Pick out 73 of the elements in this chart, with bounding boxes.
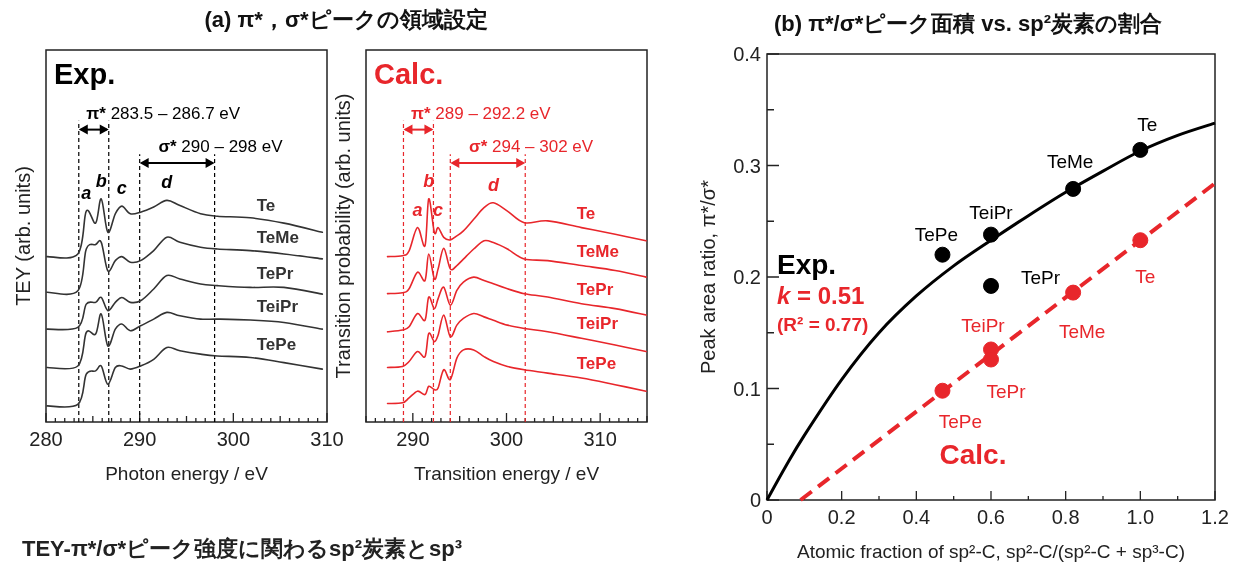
annotation: d: [487, 174, 500, 195]
point: [983, 277, 999, 294]
annotation: TeMe: [1058, 321, 1106, 343]
annotation: Te: [1137, 114, 1158, 136]
point: [983, 226, 999, 243]
point: [1065, 180, 1082, 197]
text: Calc.: [374, 58, 444, 90]
series-label: TePr: [256, 264, 294, 284]
annotation: b: [95, 170, 107, 191]
annotation: a: [412, 199, 423, 220]
x-tick-label: 290: [396, 428, 430, 450]
series-label: Te: [256, 195, 276, 215]
x-tick-label: 310: [310, 428, 344, 450]
chart-title: (a) π*，σ*ピークの領域設定: [204, 7, 488, 32]
y-tick-label: 0: [749, 489, 761, 511]
annotation: (R² = 0.77): [777, 314, 869, 335]
text: TEY-π*/σ*ピーク強度に関わるsp²炭素とsp³: [22, 536, 463, 561]
annotation: d: [161, 172, 174, 193]
annotation: TePe: [938, 411, 983, 433]
x-tick-label: 0.6: [977, 506, 1005, 528]
text: π* 283.5 – 286.7 eV: [86, 103, 241, 123]
x-tick-label: 0.4: [902, 506, 931, 528]
x-tick-label: 310: [583, 428, 617, 450]
y-axis-title: Transition probability (arb. units): [332, 93, 354, 379]
series-label: TeiPr: [256, 297, 299, 317]
x-tick-label: 0.8: [1051, 506, 1080, 528]
annotation: TePr: [986, 381, 1027, 403]
y-tick-label: 0.1: [733, 377, 761, 400]
series-label: Te: [576, 203, 596, 223]
series-label: TePr: [576, 279, 614, 299]
annotation: c: [433, 199, 444, 220]
annotation: TeiPr: [961, 314, 1006, 336]
x-axis-title: Transition energy / eV: [413, 463, 600, 484]
text: σ* 294 – 302 eV: [469, 137, 594, 157]
series-label: TeMe: [576, 241, 619, 261]
y-tick-label: 0.2: [733, 266, 761, 288]
series-label: TeiPr: [576, 314, 619, 334]
x-tick-label: 280: [29, 428, 63, 450]
series-label: TePe: [256, 335, 297, 355]
text: π* 289 – 292.2 eV: [410, 103, 552, 123]
annotation: TeMe: [1046, 151, 1094, 173]
y-axis-title: TEY (arb. units): [12, 166, 34, 306]
point: [1132, 232, 1149, 249]
x-tick-label: 1.0: [1126, 506, 1155, 528]
x-tick-label: 300: [489, 428, 524, 450]
series-label: TeMe: [256, 228, 299, 248]
x-axis-title: Atomic fraction of sp²-C, sp²-C/(sp²-C + sp³-C): [797, 541, 1185, 562]
annotation: Te: [1135, 265, 1156, 287]
x-axis-title: Photon energy / eV: [105, 463, 269, 484]
series-label: TePe: [576, 354, 617, 374]
annotation: TePr: [1021, 267, 1061, 289]
y-axis-title: Peak area ratio, π*/σ*: [697, 179, 719, 375]
x-tick-label: 290: [122, 428, 157, 450]
annotation: a: [81, 183, 92, 204]
text: Exp.: [777, 249, 837, 280]
point: [1065, 284, 1082, 301]
x-tick-label: 1.2: [1201, 506, 1229, 528]
annotation: c: [116, 178, 127, 199]
annotation: TeiPr: [969, 202, 1014, 224]
series-label: Calc.: [939, 439, 1007, 470]
point: [934, 382, 951, 399]
x-tick-label: 300: [216, 428, 251, 450]
y-tick-label: 0.3: [733, 154, 761, 177]
chart-title: (b) π*/σ*ピーク面積 vs. sp²炭素の割合: [773, 11, 1163, 36]
annotation: k = 0.51: [777, 282, 865, 309]
text: Exp.: [54, 58, 116, 90]
text: σ* 290 – 298 eV: [158, 137, 284, 157]
y-tick-label: 0.4: [733, 43, 761, 65]
x-tick-label: 0.2: [827, 506, 856, 528]
annotation: b: [423, 170, 435, 191]
annotation: TePe: [914, 224, 959, 246]
point: [934, 246, 951, 263]
point: [1132, 141, 1149, 158]
